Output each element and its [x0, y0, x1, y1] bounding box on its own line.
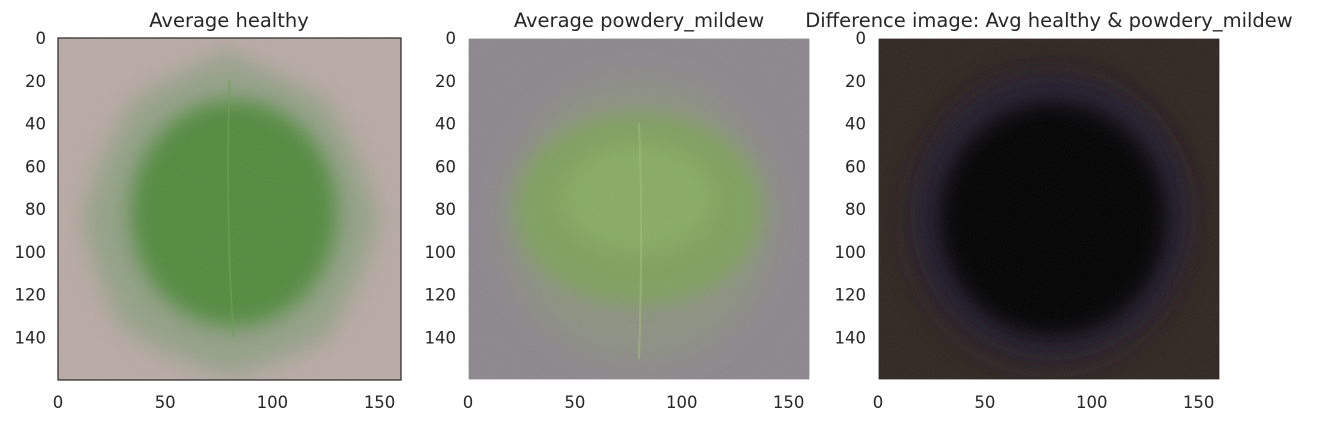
- axes-frame: [57, 37, 402, 381]
- y-tick-label: 140: [15, 328, 47, 347]
- image-area: [878, 38, 1220, 380]
- axes-frame: [877, 37, 1221, 381]
- diff-edge: [919, 76, 1187, 351]
- x-tick-label: 0: [873, 393, 884, 412]
- image-area: [58, 38, 401, 380]
- axes-1: 0 50 100 150 0 20 40 60 80 100 120 140: [15, 29, 402, 412]
- y-tick-label: 60: [435, 157, 456, 176]
- y-tick-label: 100: [15, 243, 47, 262]
- x-tick-label: 150: [1183, 393, 1215, 412]
- diff-core: [940, 103, 1167, 336]
- image-grain: [468, 38, 810, 380]
- axes-2: 0 50 100 150 0 20 40 60 80 100 120 140: [425, 29, 811, 412]
- x-tick-label: 50: [974, 393, 995, 412]
- image-grain: [878, 38, 1220, 380]
- y-tick-label: 0: [36, 29, 47, 48]
- y-tick-label: 80: [25, 200, 46, 219]
- y-tick-label: 120: [835, 286, 867, 305]
- x-tick-label: 100: [1076, 393, 1108, 412]
- chart-title: Average healthy: [149, 9, 309, 32]
- leaf-vein: [638, 123, 643, 359]
- y-tick-label: 100: [835, 243, 867, 262]
- y-tick-label: 40: [845, 115, 866, 134]
- x-tick-label: 100: [666, 393, 698, 412]
- y-tick-label: 100: [425, 243, 457, 262]
- leaf-body: [130, 100, 337, 327]
- leaf-halo: [502, 76, 776, 364]
- y-tick-label: 40: [435, 115, 456, 134]
- image-background: [58, 38, 401, 380]
- y-tick-label: 120: [15, 286, 47, 305]
- leaf-outline: [83, 48, 380, 376]
- y-tick-label: 20: [435, 72, 456, 91]
- chart-title: Average powdery_mildew: [513, 9, 765, 32]
- y-tick-label: 60: [845, 157, 866, 176]
- y-tick-label: 20: [25, 72, 46, 91]
- y-tick-label: 60: [25, 157, 46, 176]
- image-area: [468, 38, 810, 380]
- y-tick-label: 40: [25, 115, 46, 134]
- leaf-body: [515, 113, 763, 305]
- leaf-halo: [92, 76, 367, 364]
- image-background: [878, 38, 1220, 380]
- y-tick-label: 80: [435, 200, 456, 219]
- x-tick-label: 100: [257, 393, 289, 412]
- leaf-halo: [912, 76, 1186, 364]
- image-background: [468, 38, 810, 380]
- x-tick-label: 50: [155, 393, 176, 412]
- y-tick-label: 80: [845, 200, 866, 219]
- x-tick-label: 0: [463, 393, 474, 412]
- y-tick-label: 140: [425, 328, 457, 347]
- x-tick-label: 0: [53, 393, 64, 412]
- y-tick-label: 120: [425, 286, 457, 305]
- y-tick-label: 20: [845, 72, 866, 91]
- x-tick-label: 150: [773, 393, 805, 412]
- x-tick-label: 50: [564, 393, 585, 412]
- leaf-highlight: [563, 143, 715, 254]
- y-tick-label: 140: [835, 328, 867, 347]
- y-tick-label: 0: [446, 29, 457, 48]
- axes-frame: [467, 37, 811, 381]
- leaf-vein: [227, 80, 235, 338]
- image-grain: [58, 38, 401, 380]
- chart-title: Difference image: Avg healthy & powdery_…: [805, 9, 1293, 32]
- x-tick-label: 150: [364, 393, 396, 412]
